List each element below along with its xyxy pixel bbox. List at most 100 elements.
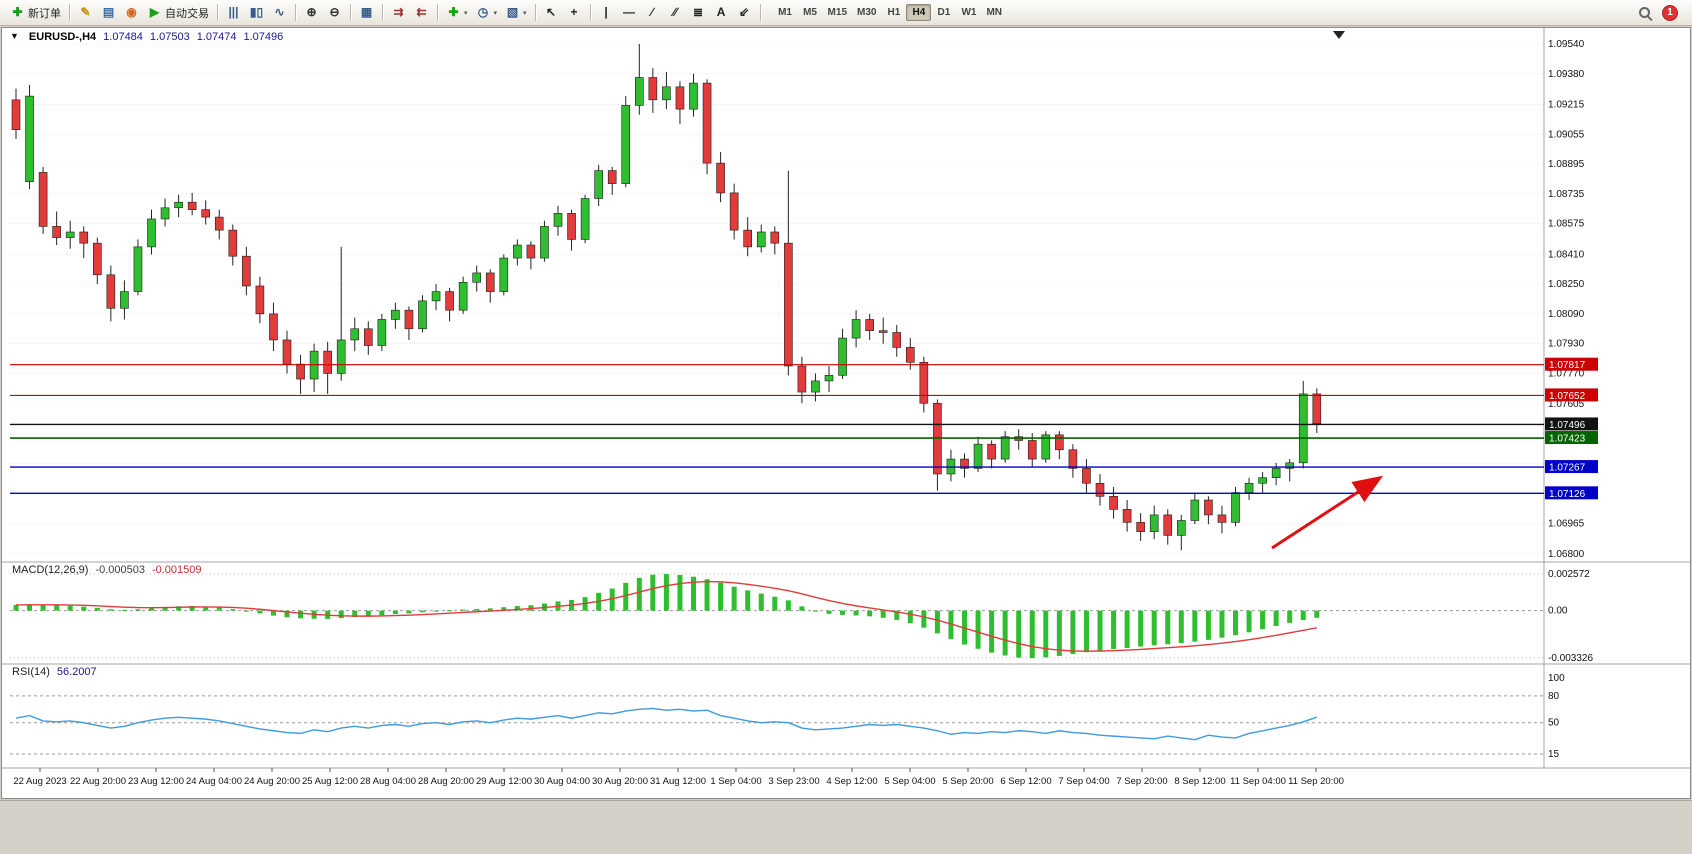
macd-axis-label: 0.002572 [1548, 569, 1590, 580]
rsi-indicator-label: RSI(14) 56.2007 [12, 666, 97, 678]
macd-bar [691, 576, 696, 611]
candle [458, 276, 468, 314]
chevron-down-icon[interactable]: ▾ [464, 9, 468, 17]
macd-bar [1151, 610, 1157, 646]
price-axis-label: 1.06800 [1548, 549, 1585, 560]
macd-bar [230, 609, 236, 611]
macd-indicator-label: MACD(12,26,9) -0.000503 -0.001509 [12, 564, 202, 576]
candle [485, 269, 495, 303]
macd-axis-label: -0.003326 [1548, 653, 1593, 664]
notification-badge[interactable]: 1 [1662, 4, 1678, 21]
price-axis-label: 1.09540 [1548, 39, 1585, 50]
timeframe-m15[interactable]: M15 [823, 4, 852, 21]
chart-canvas[interactable]: 1.09540 1.09380 1.09215 1.09055 1.08895 1.087… [2, 28, 1690, 798]
macd-bar [474, 608, 480, 611]
horizontal-line-icon[interactable]: — [618, 3, 641, 23]
time-axis-label: 24 Aug 04:00 [186, 776, 242, 787]
text-icon[interactable]: A [710, 3, 733, 23]
chevron-down-icon[interactable]: ▾ [493, 9, 498, 17]
rsi-value: 56.2007 [56, 666, 97, 678]
candle [1285, 459, 1294, 482]
candle [1271, 462, 1281, 486]
macd-histogram [13, 574, 1320, 659]
candle [702, 79, 712, 175]
bar-chart-icon: ||| [228, 5, 239, 19]
toolbar-separator [589, 4, 591, 21]
macd-bar [13, 604, 19, 611]
macd-signal-line [15, 580, 1317, 652]
timeframe-m1[interactable]: M1 [773, 4, 798, 21]
price-tag: 1.07267 [1545, 460, 1598, 474]
vertical-line-icon[interactable]: | [595, 3, 618, 23]
mql5-community-icon[interactable]: ◉ [120, 3, 143, 23]
candle [1190, 492, 1200, 525]
zoom-in-icon[interactable]: ⊕ [300, 3, 323, 23]
templates-icon[interactable]: ▧ ▾ [501, 3, 531, 23]
timeframe-m30[interactable]: M30 [852, 4, 881, 21]
macd-bar [352, 610, 358, 618]
candle [255, 276, 265, 324]
macd-bar [1246, 610, 1252, 633]
trendline-icon[interactable]: ∕ [641, 3, 664, 23]
macd-bar [1124, 610, 1130, 648]
candle [52, 211, 61, 246]
price-axis-label: 1.09380 [1548, 69, 1585, 80]
new-order-button[interactable]: ✚ 新订单 [6, 3, 65, 23]
horizontal-line-icon: — [623, 5, 636, 19]
macd-bar [460, 609, 466, 611]
time-axis-label: 24 Aug 20:00 [244, 776, 300, 787]
arrows-icon: ⇙ [739, 5, 750, 19]
chart-shift-icon[interactable]: ⇇ [410, 3, 433, 23]
time-axis-label: 28 Aug 20:00 [418, 776, 474, 787]
svg-text:1.07496: 1.07496 [1549, 420, 1586, 431]
macd-bar [907, 610, 913, 624]
timeframe-d1[interactable]: D1 [931, 4, 956, 21]
market-watch-icon[interactable]: ▤ [97, 3, 120, 23]
timeframe-h1[interactable]: H1 [881, 4, 906, 21]
macd-bar [650, 574, 656, 611]
periods-icon[interactable]: ◷ ▾ [472, 3, 502, 23]
candle [892, 325, 902, 357]
annotation-arrow[interactable] [1271, 475, 1384, 550]
macd-bar [338, 610, 344, 619]
candle [242, 246, 251, 296]
indicators-icon[interactable]: ✚ ▾ [442, 3, 472, 23]
timeframe-h4[interactable]: H4 [906, 4, 932, 21]
macd-bar [270, 610, 276, 616]
line-chart-icon[interactable]: ∿ [268, 3, 291, 23]
candle [689, 73, 698, 117]
macd-bar [934, 610, 940, 634]
candle [756, 224, 766, 253]
search-icon[interactable] [1639, 7, 1650, 18]
macd-bar [501, 607, 507, 611]
macd-bar [799, 606, 805, 611]
time-axis-label: 3 Sep 23:00 [768, 776, 819, 787]
arrows-icon[interactable]: ⇙ [733, 3, 756, 23]
candle [553, 205, 563, 236]
candlestick-chart-icon[interactable]: ▮▯ [245, 3, 268, 23]
price-axis-label: 1.09215 [1548, 99, 1585, 110]
macd-bar [880, 610, 886, 618]
candle [11, 88, 21, 139]
autotrading-button[interactable]: ▶ 自动交易 [143, 3, 213, 23]
bar-chart-icon[interactable]: ||| [222, 3, 245, 23]
timeframe-m5[interactable]: M5 [798, 4, 823, 21]
macd-bar [1233, 610, 1238, 636]
timeframe-w1[interactable]: W1 [956, 4, 981, 21]
tile-windows-icon[interactable]: ▦ [355, 3, 378, 23]
crosshair-icon[interactable]: + [563, 3, 586, 23]
zoom-out-icon[interactable]: ⊖ [323, 3, 346, 23]
macd-bar [718, 582, 724, 611]
macd-bar [1083, 610, 1089, 653]
timeframe-mn[interactable]: MN [981, 4, 1007, 21]
auto-scroll-icon[interactable]: ⇉ [387, 3, 410, 23]
chevron-down-icon[interactable]: ▾ [523, 9, 527, 17]
time-axis-label: 7 Sep 04:00 [1058, 776, 1109, 787]
cursor-icon[interactable]: ↖ [540, 3, 563, 23]
fibonacci-icon[interactable]: ≣ [687, 3, 710, 23]
metaeditor-icon[interactable]: ✎ [74, 3, 97, 23]
one-click-trading-toggle[interactable]: ▼ [10, 31, 19, 41]
chart-shift-marker[interactable] [1333, 31, 1345, 39]
equidistant-channel-icon[interactable]: ∕∕ [664, 3, 687, 23]
